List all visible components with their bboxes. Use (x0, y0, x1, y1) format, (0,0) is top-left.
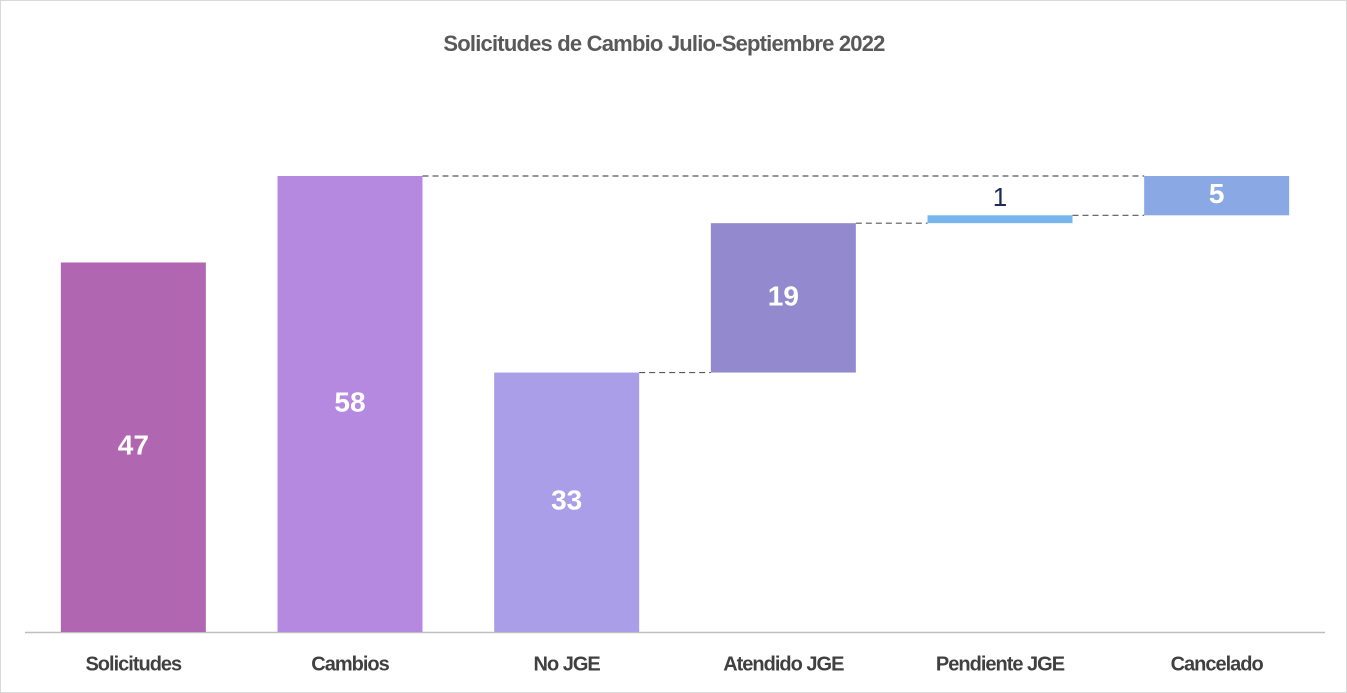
value-label: 5 (1209, 178, 1225, 209)
x-tick-label: Cancelado (1171, 653, 1264, 675)
bar (1144, 176, 1290, 216)
bar (60, 262, 206, 632)
x-tick-label: Cambios (311, 653, 389, 675)
value-label: 58 (334, 386, 365, 417)
x-tick-label: No JGE (534, 653, 601, 675)
bar (494, 372, 640, 632)
bar (927, 215, 1073, 224)
value-label: 19 (768, 280, 799, 311)
bar (710, 223, 856, 373)
chart-title: Solicitudes de Cambio Julio-Septiembre 2… (443, 31, 885, 56)
x-tick-label: Solicitudes (85, 653, 182, 675)
value-label: 1 (993, 182, 1007, 212)
value-label: 33 (551, 485, 582, 516)
x-tick-label: Pendiente JGE (936, 653, 1065, 675)
x-tick-label: Atendido JGE (723, 653, 844, 675)
bar (277, 176, 423, 632)
value-label: 47 (118, 430, 149, 461)
